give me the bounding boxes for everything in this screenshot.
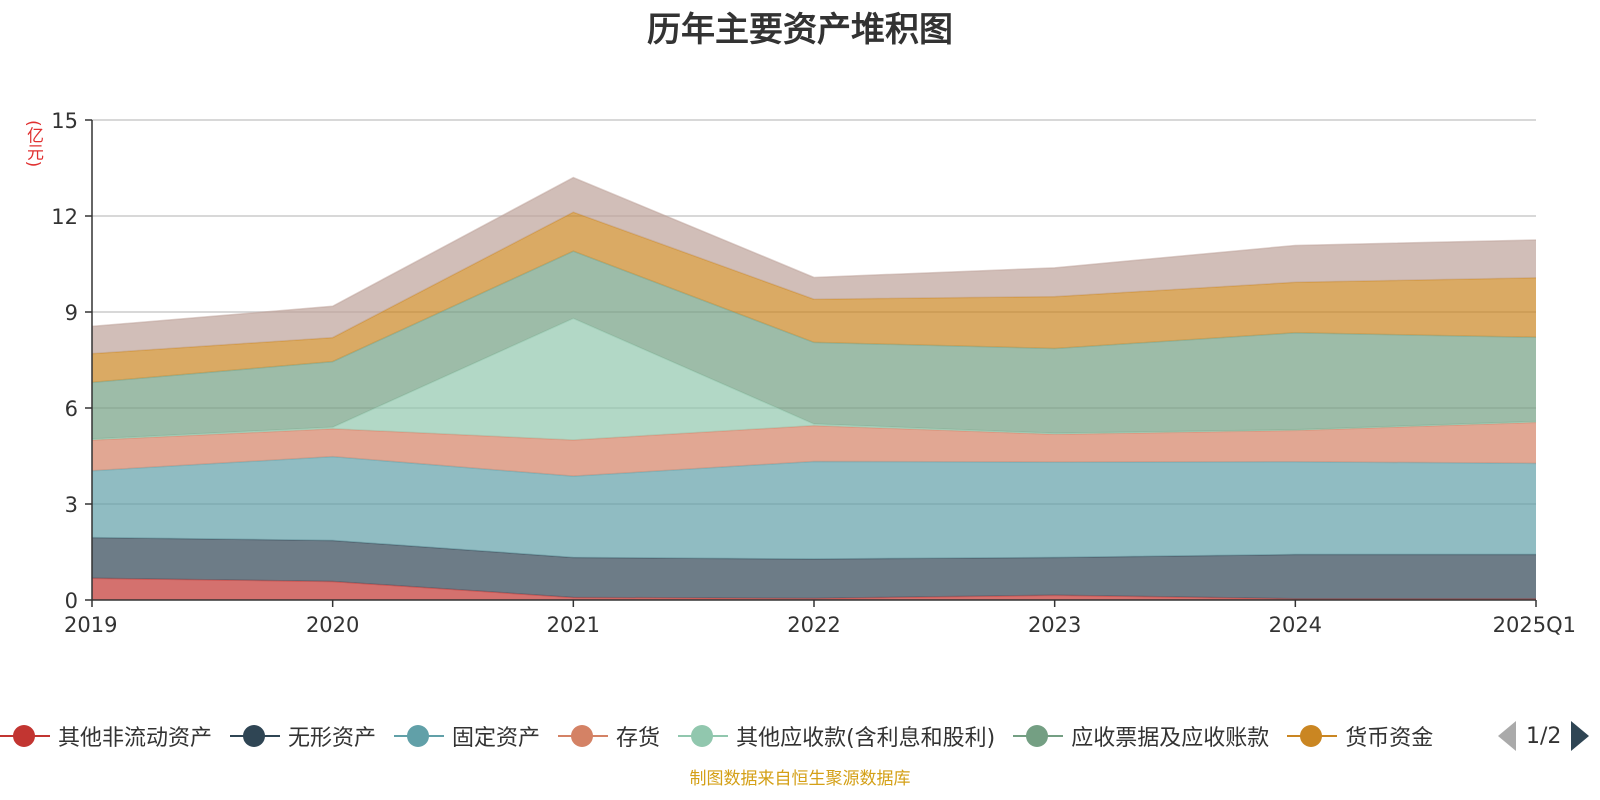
legend-page-indicator: 1/2 [1526,723,1562,749]
x-tick-label: 2021 [547,613,600,637]
y-tick-label: 6 [65,397,78,421]
legend-label: 货币资金 [1345,726,1434,751]
legend-label: 应收票据及应收账款 [1071,726,1270,751]
legend-marker-icon [230,720,281,752]
area-series-5 [92,318,1536,440]
series-line-8 [91,176,1537,328]
legend-marker-icon [394,720,445,752]
legend-item-6[interactable]: 应收票据及应收账款 [1013,720,1269,752]
y-tick-label: 15 [51,109,78,133]
legend-item-5[interactable]: 其他应收款(含利息和股利) [678,720,995,752]
legend-item-3[interactable]: 固定资产 [394,720,540,752]
tick-labels: 0 3 6 9 12 15 2019 2020 2021 2022 2023 2024 2025Q1 [51,109,1576,637]
area-series-6 [92,251,1536,440]
legend-label: 存货 [616,726,661,751]
x-tick-label: 2023 [1028,613,1081,637]
legend-label: 固定资产 [452,726,541,751]
area-series-4 [92,422,1536,477]
area-series-8 [92,177,1536,354]
legend-marker-icon [558,720,609,752]
axes [85,119,1537,607]
legend: 其他非流动资产 无形资产 固定资产 存货 其他应收款(含利息和股利) 应收票据及应收账款 货… [0,720,1600,752]
legend-label: 其他非流动资产 [58,726,213,751]
area-series-7 [92,212,1536,383]
legend-item-2[interactable]: 无形资产 [230,720,376,752]
legend-item-7[interactable]: 货币资金 [1287,720,1433,752]
area-series-2 [92,537,1536,599]
legend-marker-icon [678,720,729,752]
x-tick-label: 2025Q1 [1493,613,1576,637]
area-series-1 [92,578,1536,600]
y-tick-label: 0 [65,589,78,613]
legend-marker-icon [1287,720,1338,752]
x-tick-label: 2019 [64,613,117,637]
legend-marker-icon [0,720,50,752]
y-tick-label: 9 [65,301,78,325]
legend-item-4[interactable]: 存货 [558,720,660,752]
legend-marker-icon [1013,720,1064,752]
data-source-note: 制图数据来自恒生聚源数据库 [689,769,911,789]
y-tick-label: 3 [65,493,78,517]
legend-pager: 1/2 [1498,720,1590,752]
legend-label: 其他应收款(含利息和股利) [736,726,996,751]
legend-label: 无形资产 [288,726,377,751]
chart-title: 历年主要资产堆积图 [647,10,953,50]
legend-prev-page-icon[interactable] [1498,721,1516,751]
legend-items: 其他非流动资产 无形资产 固定资产 存货 其他应收款(含利息和股利) 应收票据及应收账款 货… [0,720,1478,752]
area-series-layer [91,176,1537,600]
y-tick-label: 12 [51,205,78,229]
x-tick-label: 2020 [306,613,359,637]
legend-item-1[interactable]: 其他非流动资产 [0,720,212,752]
y-axis-unit-label: (亿元) [23,120,43,168]
x-tick-label: 2024 [1269,613,1322,637]
area-series-3 [92,456,1536,560]
legend-next-page-icon[interactable] [1571,721,1590,751]
x-tick-label: 2022 [787,613,840,637]
